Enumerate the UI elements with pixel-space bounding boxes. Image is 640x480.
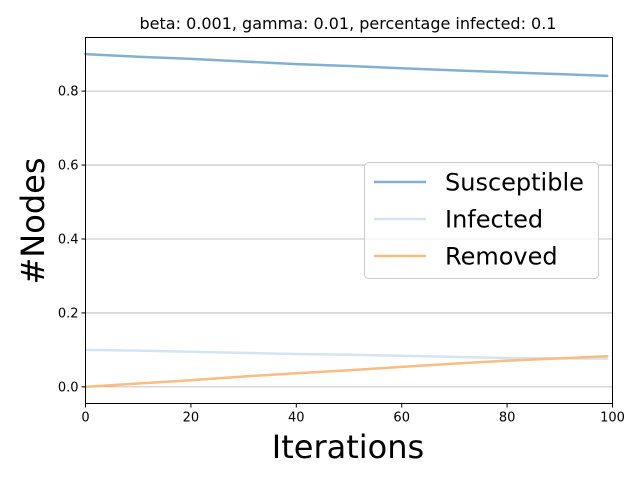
x-tick-label: 0 <box>81 411 89 426</box>
legend: Susceptible Infected Removed <box>364 162 599 279</box>
x-axis-label: Iterations <box>272 428 424 466</box>
plot-frame <box>85 37 613 404</box>
x-tick-label: 60 <box>393 411 410 426</box>
y-axis-label: #Nodes <box>14 158 52 285</box>
legend-box <box>364 162 599 279</box>
series-line-infected <box>84 348 609 361</box>
x-tick-label: 80 <box>499 411 516 426</box>
series-line-susceptible <box>84 52 609 78</box>
axis-ticks: 0.0 0.2 0.4 0.6 0.8 0 20 40 60 80 100 <box>58 85 625 426</box>
series-line-removed <box>84 354 609 389</box>
series-lines <box>84 52 609 389</box>
x-tick-label: 40 <box>288 411 305 426</box>
y-tick-label: 0.8 <box>58 85 79 100</box>
legend-label: Susceptible <box>445 169 584 197</box>
x-tick-label: 20 <box>183 411 200 426</box>
legend-label: Infected <box>445 206 543 234</box>
x-tick-label: 100 <box>600 411 625 426</box>
y-tick-label: 0.4 <box>58 232 79 247</box>
y-tick-label: 0.6 <box>58 159 79 174</box>
y-tick-label: 0.0 <box>58 380 79 395</box>
chart-title: beta: 0.001, gamma: 0.01, percentage inf… <box>140 14 557 33</box>
legend-label: Removed <box>445 243 558 271</box>
y-tick-label: 0.2 <box>58 306 79 321</box>
